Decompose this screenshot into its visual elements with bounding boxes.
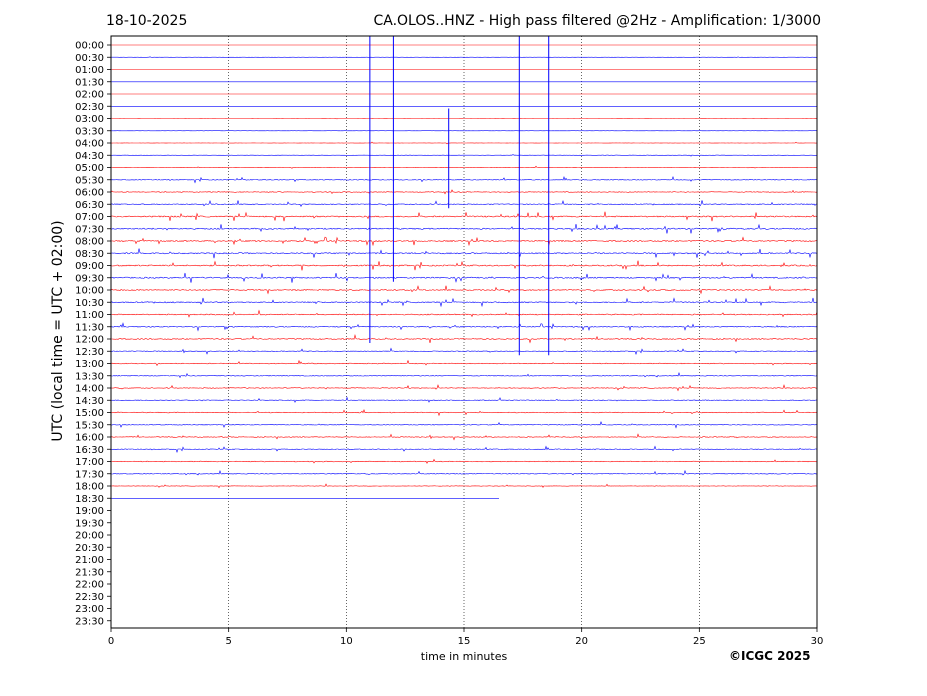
trace-line (110, 175, 818, 184)
y-tick-label: 22:30 (75, 592, 104, 603)
trace-line (110, 56, 817, 58)
seismic-events (369, 36, 550, 356)
y-tick-label: 06:00 (75, 188, 104, 199)
y-tick-label: 23:00 (75, 604, 104, 615)
y-tick-label: 02:00 (75, 90, 104, 101)
x-axis-ticks: 0 5 10 15 20 25 30 (108, 628, 824, 647)
trace-line (110, 421, 818, 429)
trace-line (110, 433, 818, 441)
y-tick-label: 10:30 (75, 298, 104, 309)
y-tick-label: 17:30 (75, 469, 104, 480)
trace-line (110, 211, 818, 222)
y-tick-label: 19:00 (75, 506, 104, 517)
seismic-traces (110, 44, 818, 499)
y-tick-label: 00:30 (75, 53, 104, 64)
y-tick-label: 13:30 (75, 371, 104, 382)
y-tick-label: 16:30 (75, 445, 104, 456)
chart-title: CA.OLOS..HNZ - High pass filtered @2Hz -… (373, 13, 821, 29)
y-tick-label: 08:30 (75, 249, 104, 260)
x-tick-label: 25 (693, 636, 706, 647)
trace-line (110, 409, 818, 417)
plot-frame (110, 35, 818, 629)
y-tick-label: 06:30 (75, 200, 104, 211)
y-tick-label: 11:30 (75, 322, 104, 333)
y-tick-label: 07:30 (75, 224, 104, 235)
x-tick-label: 20 (575, 636, 588, 647)
trace-line (110, 199, 818, 207)
y-tick-label: 03:30 (75, 126, 104, 137)
x-tick-label: 15 (458, 636, 471, 647)
y-tick-label: 16:00 (75, 433, 104, 444)
y-tick-label: 05:00 (75, 163, 104, 174)
y-tick-label: 11:00 (75, 310, 104, 321)
y-tick-label: 05:30 (75, 175, 104, 186)
trace-line (111, 165, 818, 169)
y-tick-label: 14:30 (75, 396, 104, 407)
x-tick-label: 5 (225, 636, 231, 647)
trace-line (111, 236, 818, 247)
y-tick-label: 04:00 (75, 139, 104, 150)
y-tick-label: 20:00 (75, 531, 104, 542)
y-tick-label: 20:30 (75, 543, 104, 554)
y-tick-label: 10:00 (75, 286, 104, 297)
y-tick-label: 14:00 (75, 384, 104, 395)
x-tick-label: 30 (811, 636, 824, 647)
y-tick-label: 07:00 (75, 212, 104, 223)
trace-line (110, 384, 818, 392)
y-tick-label: 03:00 (75, 114, 104, 125)
trace-line (110, 396, 818, 403)
trace-line (110, 347, 818, 356)
y-tick-label: 15:00 (75, 408, 104, 419)
chart-date: 18-10-2025 (106, 13, 187, 29)
trace-line (111, 334, 818, 344)
y-tick-label: 17:00 (75, 457, 104, 468)
trace-line (110, 445, 818, 454)
trace-line (110, 469, 818, 476)
y-tick-label: 18:00 (75, 482, 104, 493)
y-tick-label: 08:00 (75, 237, 104, 248)
y-tick-label: 12:30 (75, 347, 104, 358)
y-tick-label: 01:00 (75, 65, 104, 76)
y-tick-label: 18:30 (75, 494, 104, 505)
y-tick-label: 00:00 (75, 41, 104, 52)
y-tick-label: 19:30 (75, 518, 104, 529)
y-tick-label: 02:30 (75, 102, 104, 113)
copyright-notice: ©ICGC 2025 (729, 649, 811, 663)
trace-line (110, 260, 818, 271)
y-tick-label: 22:00 (75, 580, 104, 591)
trace-line (110, 248, 818, 259)
y-tick-label: 09:00 (75, 261, 104, 272)
y-tick-label: 13:00 (75, 359, 104, 370)
y-axis-label: UTC (local time = UTC + 02:00) (50, 220, 66, 441)
y-tick-label: 12:00 (75, 335, 104, 346)
trace-line (111, 458, 818, 464)
trace-line (110, 322, 818, 332)
trace-line (111, 118, 817, 120)
y-tick-label: 15:30 (75, 420, 104, 431)
y-tick-label: 09:30 (75, 273, 104, 284)
x-tick-label: 10 (340, 636, 353, 647)
trace-line (110, 371, 818, 379)
x-axis-label: time in minutes (421, 650, 508, 663)
trace-line (111, 309, 818, 318)
y-tick-label: 01:30 (75, 77, 104, 88)
trace-line (110, 189, 818, 195)
y-tick-label: 21:30 (75, 567, 104, 578)
trace-line (111, 154, 818, 157)
vertical-gridlines (228, 36, 700, 628)
y-tick-label: 04:30 (75, 151, 104, 162)
trace-line (110, 297, 818, 308)
trace-line (111, 483, 818, 489)
trace-line (110, 272, 817, 283)
y-tick-label: 23:30 (75, 616, 104, 627)
trace-line (110, 285, 818, 295)
x-tick-label: 0 (108, 636, 114, 647)
trace-line (110, 359, 818, 366)
y-tick-label: 21:00 (75, 555, 104, 566)
trace-line (110, 223, 818, 234)
trace-line (110, 141, 818, 145)
